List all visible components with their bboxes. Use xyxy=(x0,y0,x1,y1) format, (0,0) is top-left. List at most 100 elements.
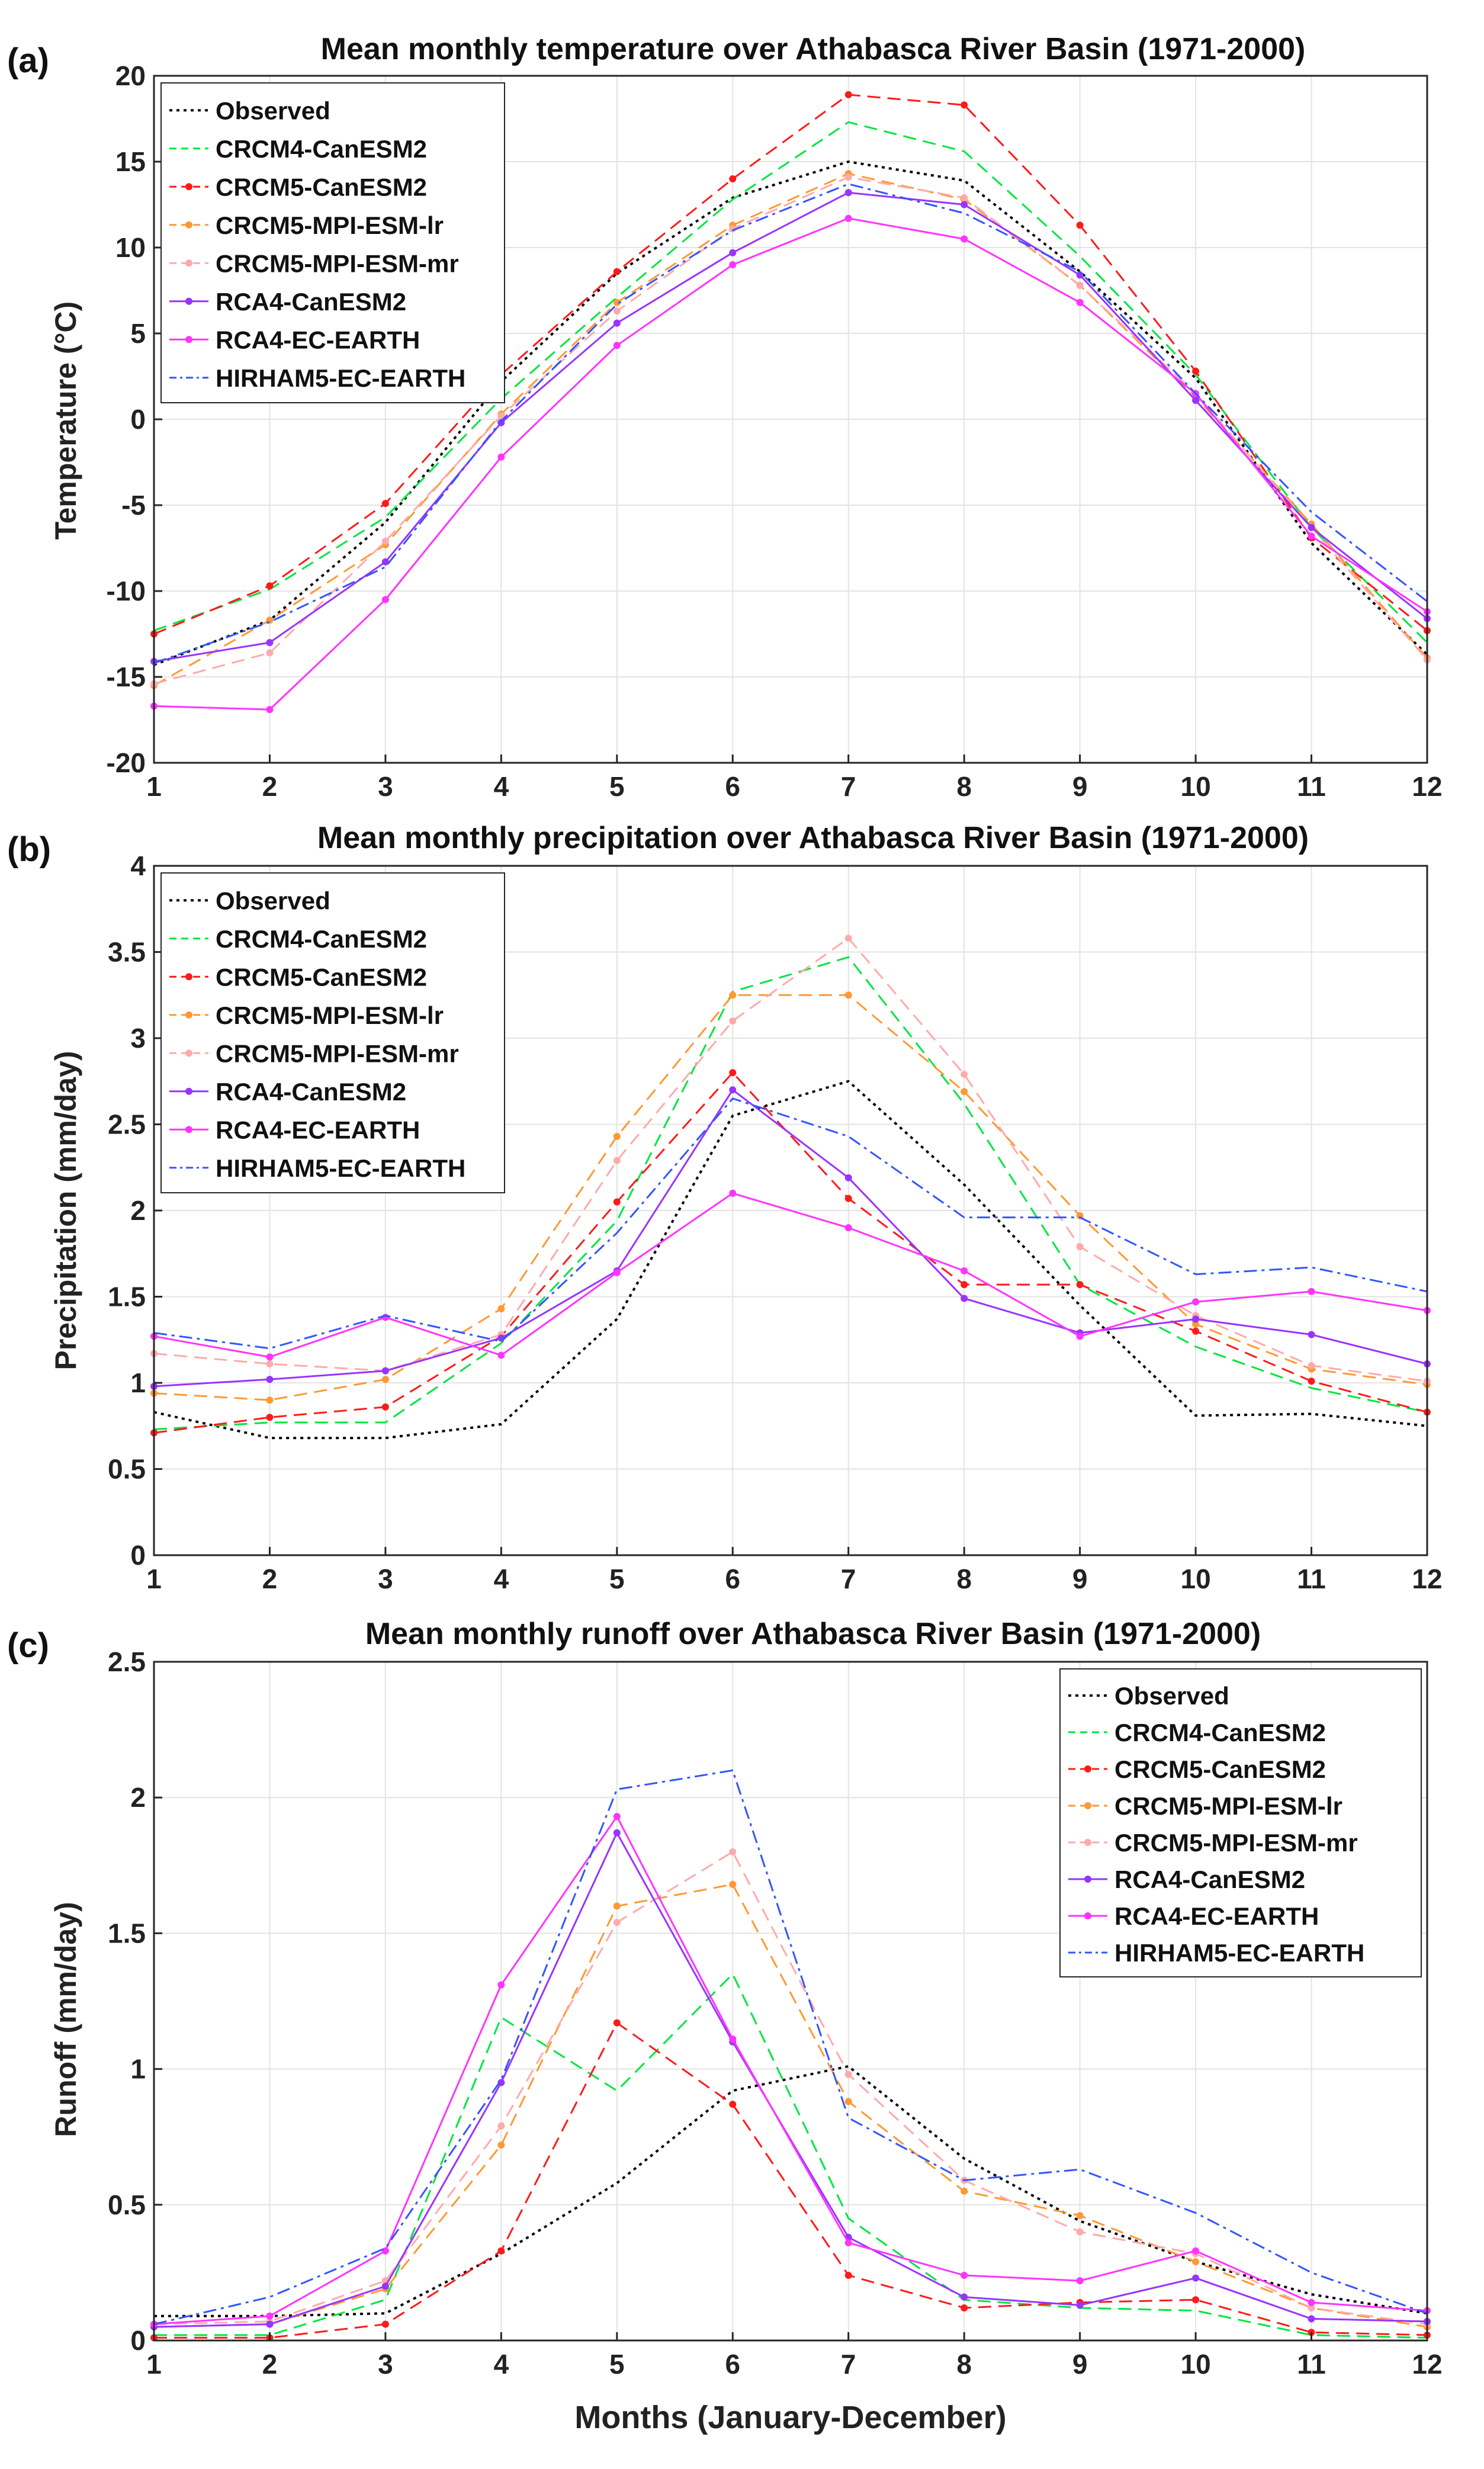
series-line-crcm5-mpi-esm-mr xyxy=(153,1851,1428,2325)
series-line-crcm5-mpi-esm-lr xyxy=(153,994,1428,1401)
legend-label: CRCM5-MPI-ESM-mr xyxy=(216,1039,459,1067)
data-point xyxy=(1076,298,1084,306)
y-tick-label: -5 xyxy=(121,490,146,521)
legend-box xyxy=(160,872,505,1193)
series-line-crcm4-canesm2 xyxy=(154,1973,1428,2339)
x-tick-label: 7 xyxy=(841,1563,856,1594)
legend-label: Observed xyxy=(216,887,330,914)
y-tick-label: -10 xyxy=(107,576,146,606)
x-tick-label: 2 xyxy=(262,1563,278,1594)
data-point xyxy=(381,558,389,566)
legend-label: CRCM5-CanESM2 xyxy=(216,173,427,201)
legend-marker xyxy=(185,973,192,981)
legend-marker xyxy=(185,1011,192,1019)
data-point xyxy=(844,2271,852,2279)
legend-label: Observed xyxy=(1114,1682,1229,1710)
data-point xyxy=(1308,1362,1315,1369)
data-point xyxy=(1076,1281,1084,1289)
data-point xyxy=(844,2239,852,2246)
legend-marker xyxy=(185,297,192,305)
data-point xyxy=(266,639,274,646)
y-tick-label: 2.5 xyxy=(108,1646,146,1677)
plot-frame xyxy=(153,1661,1428,2342)
data-point xyxy=(1076,1243,1084,1251)
x-tick-label: 3 xyxy=(378,771,393,802)
legend-label: RCA4-EC-EARTH xyxy=(216,1116,420,1144)
legend-marker xyxy=(1084,1912,1091,1919)
data-point xyxy=(613,1829,621,1837)
series-line-rca4-ec-earth xyxy=(153,217,1428,711)
legend-label: CRCM5-CanESM2 xyxy=(216,963,427,991)
y-tick-label: 3.5 xyxy=(108,937,146,968)
legend-marker xyxy=(185,221,192,229)
series-layer xyxy=(150,91,1431,714)
data-point xyxy=(844,214,852,222)
data-point xyxy=(729,175,737,182)
data-point xyxy=(961,201,968,208)
data-point xyxy=(381,537,389,545)
x-tick-label: 6 xyxy=(725,771,740,802)
data-point xyxy=(729,1086,737,1094)
data-point xyxy=(613,1269,621,1276)
data-point xyxy=(613,1902,621,1910)
data-point xyxy=(497,2247,505,2255)
data-point xyxy=(844,935,852,942)
data-point xyxy=(381,2320,389,2328)
panel-b-precipitation: (b) Mean monthly precipitation over Atha… xyxy=(7,821,1443,1594)
series-line-hirham5-ec-earth xyxy=(153,183,1428,664)
chart-title: Mean monthly temperature over Athabasca … xyxy=(321,32,1306,66)
data-point xyxy=(381,2247,389,2255)
legend-marker xyxy=(185,259,192,267)
chart-title: Mean monthly runoff over Athabasca River… xyxy=(365,1617,1261,1651)
data-point xyxy=(381,2282,389,2290)
legend-label: CRCM5-MPI-ESM-lr xyxy=(1114,1792,1342,1820)
legend-marker xyxy=(1084,1765,1091,1773)
data-point xyxy=(266,1360,274,1367)
data-point xyxy=(613,1198,621,1206)
series-line-observed xyxy=(153,160,1428,666)
y-tick-label: 2 xyxy=(130,1782,146,1813)
data-point xyxy=(266,1353,274,1361)
data-point xyxy=(961,2271,968,2279)
data-point xyxy=(844,2070,852,2078)
panel-label: (b) xyxy=(7,830,51,869)
data-point xyxy=(844,991,852,999)
y-tick-label: 10 xyxy=(115,232,146,263)
data-point xyxy=(497,1351,505,1359)
x-tick-label: 5 xyxy=(609,771,625,802)
data-point xyxy=(1192,2247,1200,2255)
y-tick-label: -15 xyxy=(107,662,146,692)
y-tick-label: 3 xyxy=(130,1023,146,1054)
data-point xyxy=(613,1919,621,1927)
data-point xyxy=(729,261,737,268)
legend-label: HIRHAM5-EC-EARTH xyxy=(1114,1939,1364,1967)
data-point xyxy=(1076,2301,1084,2309)
x-tick-label: 7 xyxy=(841,2349,856,2380)
y-tick-label: 1 xyxy=(130,1367,146,1398)
x-tick-label: 9 xyxy=(1072,771,1088,802)
data-point xyxy=(844,1195,852,1202)
data-point xyxy=(729,1069,737,1077)
data-point xyxy=(1192,1315,1200,1323)
data-point xyxy=(961,2187,968,2195)
x-tick-label: 1 xyxy=(146,771,162,802)
data-point xyxy=(497,1305,505,1312)
x-tick-label: 8 xyxy=(956,1563,972,1594)
y-tick-label: 20 xyxy=(115,60,146,91)
data-point xyxy=(729,1017,737,1025)
data-point xyxy=(613,2019,621,2027)
legend-label: RCA4-CanESM2 xyxy=(216,288,406,316)
series-line-hirham5-ec-earth xyxy=(153,1769,1428,2325)
x-tick-label: 6 xyxy=(725,1563,740,1594)
data-point xyxy=(729,1880,737,1888)
data-point xyxy=(381,1403,389,1411)
data-point xyxy=(729,1848,737,1855)
data-point xyxy=(1192,2296,1200,2304)
y-axis-label: Precipitation (mm/day) xyxy=(49,1051,82,1370)
x-axis-label: Months (January-December) xyxy=(574,2400,1006,2435)
panel-label: (c) xyxy=(7,1626,49,1665)
x-tick-label: 4 xyxy=(494,1563,509,1594)
x-tick-label: 1 xyxy=(146,2349,162,2380)
